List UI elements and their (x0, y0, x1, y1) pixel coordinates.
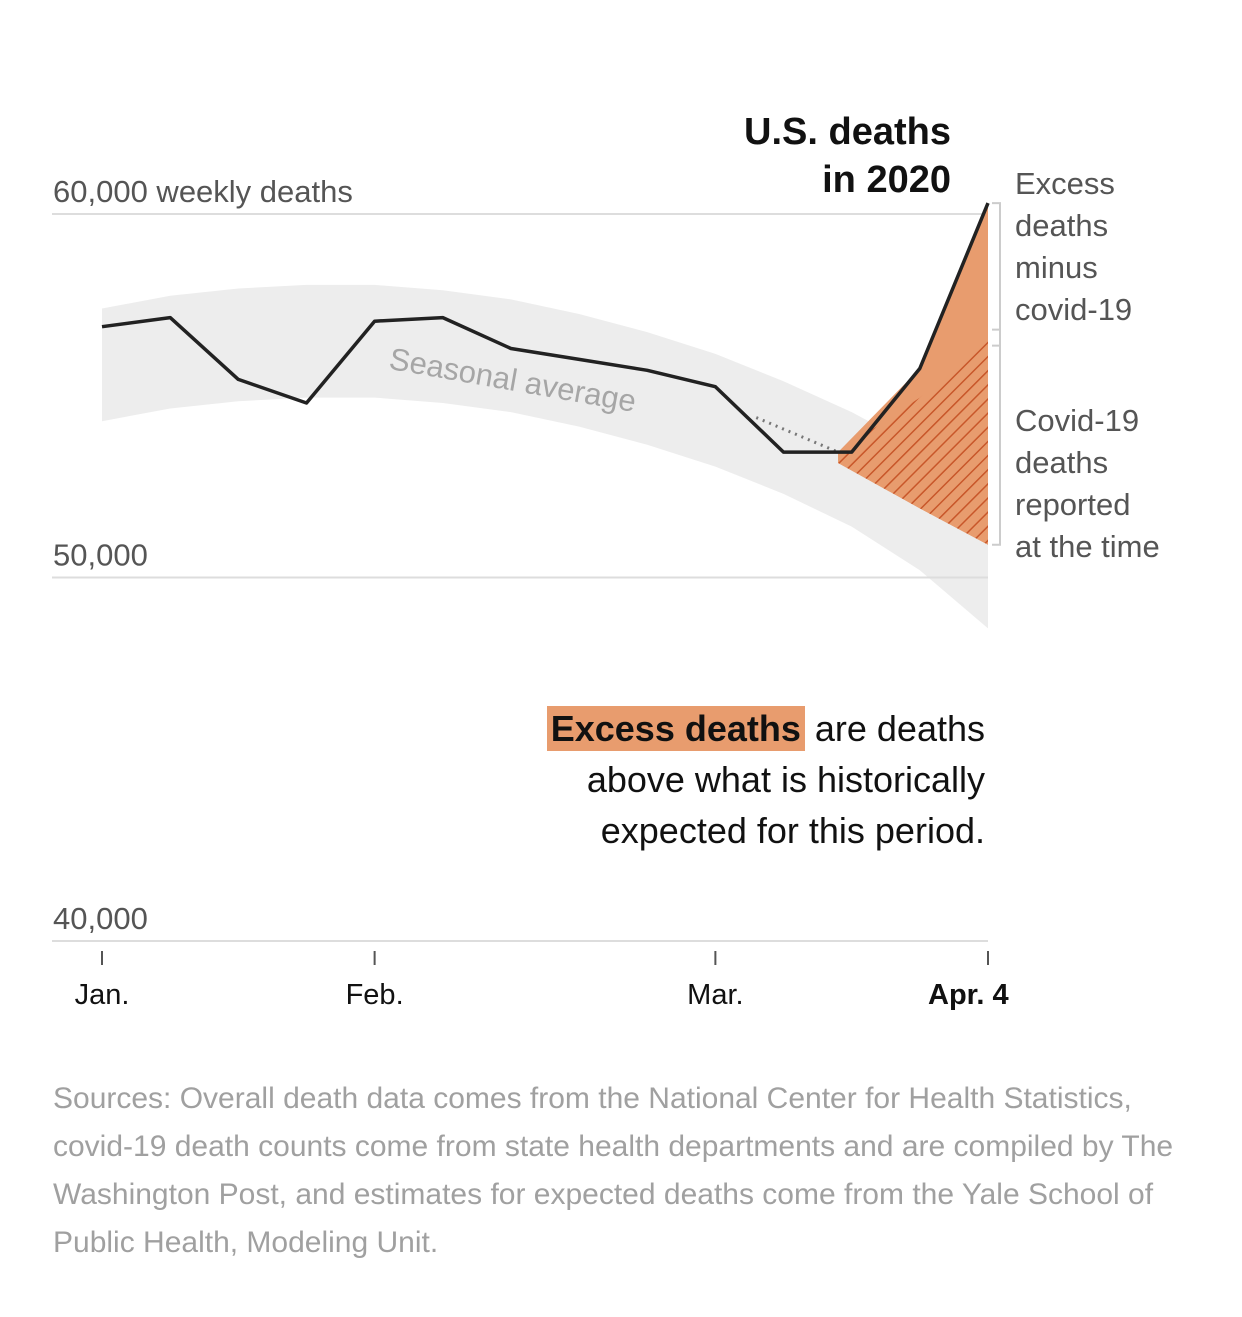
annotation-bracket (992, 202, 1001, 347)
chart-title-line: in 2020 (822, 159, 951, 201)
y-tick-label: 40,000 (53, 901, 148, 936)
annotation-bracket (992, 328, 1001, 546)
excess-deaths-note-text: are deaths above what is historically ex… (586, 708, 985, 851)
annotation-label-line: deaths (1015, 208, 1108, 243)
x-tick-label: Feb. (346, 979, 404, 1011)
seasonal-average-band (102, 284, 988, 629)
sources-note: Sources: Overall death data comes from t… (53, 1082, 1174, 1259)
x-tick-label: Jan. (75, 979, 130, 1011)
excess-deaths-highlight: Excess deaths (546, 706, 805, 751)
chart-title-line: U.S. deaths (744, 111, 951, 153)
annotation-label-line: at the time (1015, 529, 1160, 564)
excess-deaths-note: Excess deaths are deaths above what is h… (440, 703, 985, 856)
us-deaths-line (101, 202, 990, 454)
x-tick-label: Apr. 4 (928, 979, 1009, 1011)
annotation-label-line: Covid-19 (1015, 403, 1139, 438)
covid-deaths-area (838, 337, 988, 545)
expected-trend-dotted-line (755, 416, 839, 454)
y-tick-label: 60,000 weekly deaths (53, 174, 353, 209)
annotation-label-line: deaths (1015, 445, 1108, 480)
y-tick-label: 50,000 (53, 538, 148, 573)
annotation-label-line: reported (1015, 487, 1130, 522)
x-tick-label: Mar. (687, 979, 743, 1011)
annotation-label-line: covid-19 (1015, 292, 1132, 327)
annotation-label-line: Excess (1015, 166, 1115, 201)
annotation-label-line: minus (1015, 250, 1098, 285)
